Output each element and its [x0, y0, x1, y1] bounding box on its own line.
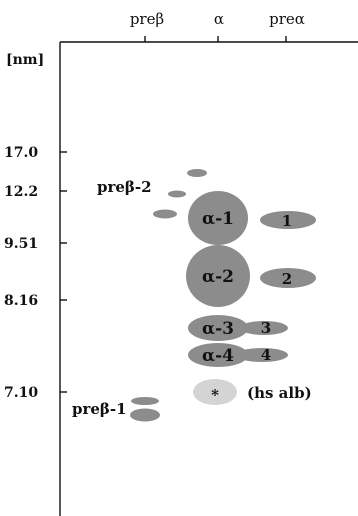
spot-alpha-1: [188, 191, 248, 245]
y-tick-label-12: 12.2: [4, 184, 38, 200]
spot-preb1-upper: [131, 397, 159, 405]
spot-hs-alb: [193, 379, 237, 405]
spot-small-top: [187, 169, 207, 177]
annotation-preb1: preβ-1: [72, 400, 127, 418]
annotation-hs-alb: (hs alb): [247, 384, 312, 402]
spot-small-mid: [153, 209, 177, 219]
band-label-prealpha-1: 1: [282, 212, 292, 230]
band-label-alpha-2: α-2: [202, 267, 234, 287]
y-tick-label-816: 8.16: [4, 293, 38, 309]
band-label-alpha-4: α-4: [202, 346, 234, 366]
spot-alpha-2: [186, 245, 250, 307]
y-tick-label-951: 9.51: [4, 236, 38, 252]
band-label-prealpha-4: 4: [261, 346, 271, 364]
spot-prealpha-2: [260, 268, 316, 288]
spot-preb1-lower: [130, 408, 160, 422]
y-unit-label: [nm]: [6, 52, 44, 68]
y-tick-label-17: 17.0: [4, 145, 38, 161]
annotation-preb2: preβ-2: [97, 178, 152, 196]
column-label-preb: preβ: [130, 10, 164, 28]
y-tick-label-710: 7.10: [4, 385, 38, 401]
band-label-alpha-3: α-3: [202, 319, 234, 339]
column-label-prea: preα: [269, 10, 305, 28]
spot-prealpha-4: [236, 348, 288, 362]
spot-alpha-3: [188, 315, 248, 341]
band-label-prealpha-2: 2: [282, 270, 292, 288]
spot-prealpha-1: [260, 211, 316, 229]
band-label-hs-alb-asterisk: *: [211, 386, 219, 404]
spot-alpha-4: [188, 343, 248, 367]
spot-prealpha-3: [240, 321, 288, 335]
column-label-alpha: α: [214, 10, 224, 28]
spot-small-preb2-right: [168, 190, 186, 198]
band-label-alpha-1: α-1: [202, 209, 234, 229]
band-label-prealpha-3: 3: [261, 319, 271, 337]
